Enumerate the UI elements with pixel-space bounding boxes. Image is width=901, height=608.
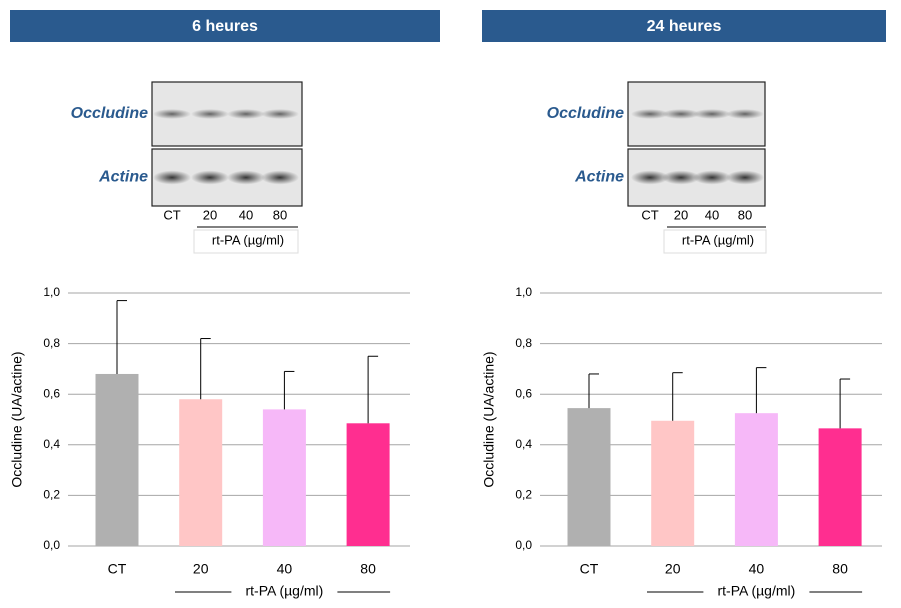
blot-band bbox=[631, 170, 669, 185]
panel-header bbox=[482, 10, 886, 42]
blot-band bbox=[693, 170, 731, 185]
blot-band bbox=[726, 170, 764, 185]
bar bbox=[179, 399, 223, 546]
blot-lane-label: 40 bbox=[705, 207, 719, 222]
x-tick-label: 40 bbox=[749, 561, 765, 577]
blot-band bbox=[153, 109, 191, 119]
blot-lane-label: CT bbox=[163, 207, 180, 222]
blot-row-label: Occludine bbox=[547, 105, 624, 122]
y-tick-label: 0,4 bbox=[43, 437, 60, 451]
panel-title: 24 heures bbox=[647, 18, 722, 35]
y-axis-label: Occludine (UA/actine) bbox=[9, 351, 25, 487]
y-tick-label: 0,8 bbox=[43, 336, 60, 350]
blot-row-label: Actine bbox=[574, 169, 624, 186]
x-tick-label: 80 bbox=[832, 561, 848, 577]
blot-group-label: rt-PA (µg/ml) bbox=[212, 232, 284, 247]
panel-title: 6 heures bbox=[192, 18, 258, 35]
blot-band bbox=[726, 109, 764, 119]
y-tick-label: 0,2 bbox=[43, 488, 60, 502]
error-bar bbox=[200, 338, 211, 400]
blot-lane-label: 20 bbox=[674, 207, 688, 222]
error-bar bbox=[588, 373, 599, 409]
y-tick-label: 0,0 bbox=[43, 538, 60, 552]
blot-row-label: Actine bbox=[98, 169, 148, 186]
blot-band bbox=[261, 109, 299, 119]
error-bar bbox=[367, 355, 379, 424]
bar bbox=[818, 428, 862, 546]
blot-group-label: rt-PA (µg/ml) bbox=[682, 232, 754, 247]
y-tick-label: 0,6 bbox=[515, 386, 532, 400]
bar bbox=[651, 420, 695, 546]
x-tick-label: 20 bbox=[665, 561, 681, 577]
y-tick-label: 0,4 bbox=[515, 437, 532, 451]
bar bbox=[567, 408, 611, 546]
blot-band bbox=[662, 109, 700, 119]
blot-band bbox=[227, 109, 265, 119]
bar bbox=[346, 423, 390, 546]
blot-lane-label: 40 bbox=[239, 207, 253, 222]
blot-band bbox=[261, 170, 299, 185]
blot-band bbox=[153, 170, 191, 185]
blot-band bbox=[662, 170, 700, 185]
x-group-label: rt-PA (µg/ml) bbox=[717, 583, 795, 599]
bar bbox=[262, 409, 306, 546]
error-bar bbox=[839, 378, 851, 429]
blot-lane-label: CT bbox=[641, 207, 658, 222]
error-bar bbox=[116, 300, 127, 374]
blot-band bbox=[191, 170, 229, 185]
blot-lane-label: 20 bbox=[203, 207, 217, 222]
y-tick-label: 1,0 bbox=[43, 285, 60, 299]
blot-row-label: Occludine bbox=[71, 105, 148, 122]
x-group-label: rt-PA (µg/ml) bbox=[245, 583, 323, 599]
x-tick-label: 80 bbox=[360, 561, 376, 577]
y-tick-label: 0,2 bbox=[515, 488, 532, 502]
blot-band bbox=[693, 109, 731, 119]
y-tick-label: 1,0 bbox=[515, 285, 532, 299]
x-tick-label: 20 bbox=[193, 561, 209, 577]
x-tick-label: CT bbox=[108, 561, 127, 577]
x-tick-label: CT bbox=[580, 561, 599, 577]
error-bar bbox=[283, 370, 295, 410]
bar bbox=[95, 373, 139, 546]
y-tick-label: 0,6 bbox=[43, 386, 60, 400]
blot-band bbox=[631, 109, 669, 119]
blot-lane-label: 80 bbox=[738, 207, 752, 222]
panel-header bbox=[10, 10, 440, 42]
blot-band bbox=[227, 170, 265, 185]
error-bar bbox=[672, 372, 683, 421]
x-tick-label: 40 bbox=[277, 561, 293, 577]
y-axis-label: Occludine (UA/actine) bbox=[481, 351, 497, 487]
y-tick-label: 0,8 bbox=[515, 336, 532, 350]
y-tick-label: 0,0 bbox=[515, 538, 532, 552]
blot-group-box bbox=[663, 229, 767, 254]
blot-group-box bbox=[193, 229, 299, 254]
bar bbox=[734, 413, 778, 546]
blot-lane-label: 80 bbox=[273, 207, 287, 222]
error-bar bbox=[755, 367, 767, 414]
blot-band bbox=[191, 109, 229, 119]
